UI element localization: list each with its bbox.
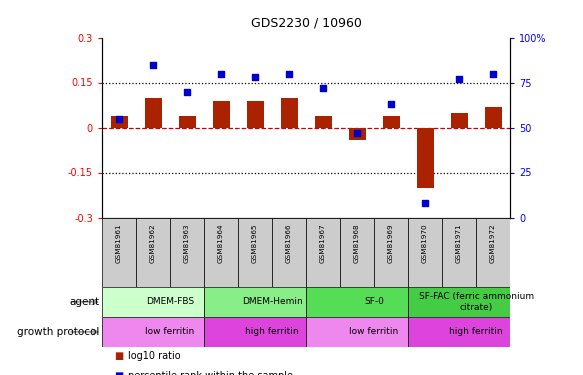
Bar: [247, 100, 264, 128]
Text: ■: ■: [114, 351, 123, 361]
Text: GSM81971: GSM81971: [456, 223, 462, 262]
Point: [489, 70, 498, 76]
Point: [285, 70, 294, 76]
Point: [387, 101, 396, 107]
Text: GSM81964: GSM81964: [218, 223, 224, 262]
Point: [318, 85, 328, 91]
Bar: [272, 217, 306, 287]
Text: GSM81970: GSM81970: [422, 223, 428, 262]
Text: GSM81967: GSM81967: [320, 223, 326, 262]
Text: GDS2230 / 10960: GDS2230 / 10960: [251, 17, 361, 30]
Text: GSM81963: GSM81963: [184, 223, 190, 262]
Bar: [204, 317, 306, 347]
Text: low ferritin: low ferritin: [349, 327, 399, 336]
Bar: [170, 217, 204, 287]
Text: percentile rank within the sample: percentile rank within the sample: [128, 371, 293, 375]
Text: DMEM-Hemin: DMEM-Hemin: [242, 297, 303, 306]
Text: GSM81966: GSM81966: [286, 223, 292, 262]
Point: [182, 88, 192, 94]
Bar: [136, 217, 170, 287]
Bar: [238, 217, 272, 287]
Point: [148, 62, 157, 68]
Bar: [451, 112, 468, 128]
Text: agent: agent: [69, 297, 99, 307]
Bar: [102, 287, 204, 317]
Text: SF-0: SF-0: [364, 297, 384, 306]
Text: ■: ■: [114, 371, 123, 375]
Bar: [417, 128, 434, 188]
Bar: [340, 217, 374, 287]
Bar: [442, 217, 476, 287]
Bar: [306, 317, 408, 347]
Bar: [145, 98, 161, 128]
Bar: [408, 217, 442, 287]
Point: [352, 130, 361, 136]
Bar: [204, 287, 306, 317]
Bar: [111, 116, 128, 128]
Text: GSM81965: GSM81965: [252, 223, 258, 262]
Bar: [476, 217, 510, 287]
Bar: [102, 317, 204, 347]
Text: growth protocol: growth protocol: [17, 327, 99, 337]
Bar: [382, 116, 399, 128]
Bar: [408, 317, 510, 347]
Text: GSM81961: GSM81961: [116, 223, 122, 262]
Text: GSM81962: GSM81962: [150, 223, 156, 262]
Bar: [374, 217, 408, 287]
Point: [420, 200, 430, 206]
Text: low ferritin: low ferritin: [145, 327, 195, 336]
Text: DMEM-FBS: DMEM-FBS: [146, 297, 194, 306]
Text: high ferritin: high ferritin: [245, 327, 299, 336]
Bar: [280, 98, 297, 128]
Text: GSM81969: GSM81969: [388, 223, 394, 262]
Bar: [178, 116, 195, 128]
Bar: [408, 287, 510, 317]
Point: [216, 70, 226, 76]
Text: log10 ratio: log10 ratio: [128, 351, 181, 361]
Bar: [204, 217, 238, 287]
Bar: [213, 100, 230, 128]
Bar: [349, 128, 366, 140]
Point: [114, 116, 124, 122]
Text: SF-FAC (ferric ammonium
citrate): SF-FAC (ferric ammonium citrate): [419, 292, 533, 312]
Point: [454, 76, 463, 82]
Bar: [484, 106, 501, 128]
Bar: [306, 217, 340, 287]
Bar: [315, 116, 332, 128]
Point: [251, 74, 260, 80]
Bar: [306, 287, 408, 317]
Bar: [102, 217, 136, 287]
Text: GSM81968: GSM81968: [354, 223, 360, 262]
Text: high ferritin: high ferritin: [449, 327, 503, 336]
Text: GSM81972: GSM81972: [490, 223, 496, 262]
